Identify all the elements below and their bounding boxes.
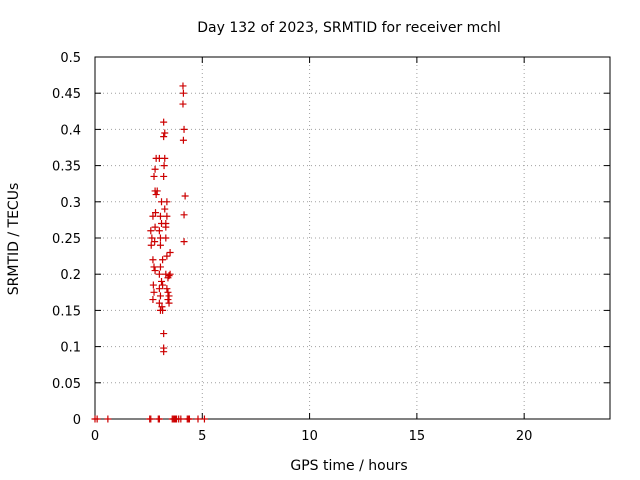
x-tick-label: 0 (91, 429, 99, 444)
data-point (150, 263, 158, 271)
x-axis-label: GPS time / hours (290, 458, 407, 474)
x-tick-label: 10 (301, 429, 318, 444)
y-tick-label: 0.3 (60, 196, 81, 211)
data-point (179, 89, 187, 97)
data-point (155, 270, 163, 278)
data-point (159, 306, 167, 314)
data-point (165, 272, 173, 280)
y-tick-label: 0.35 (52, 160, 81, 175)
data-point (159, 281, 167, 289)
data-point (156, 263, 164, 271)
y-tick-label: 0.25 (52, 232, 81, 247)
data-point (156, 241, 164, 249)
data-point (163, 252, 171, 260)
y-tick-label: 0.45 (52, 87, 81, 102)
data-point (151, 165, 159, 173)
data-point (152, 209, 160, 217)
data-point (158, 277, 166, 285)
x-axis-tick-labels: 0 5 10 15 20 (91, 429, 533, 444)
data-point (158, 303, 166, 311)
axis-ticks (94, 56, 610, 420)
data-point (180, 125, 188, 133)
data-point (180, 211, 188, 219)
grid-lines (95, 57, 610, 419)
data-point (163, 198, 171, 206)
data-point (156, 292, 164, 300)
data-point (155, 227, 163, 235)
data-point (160, 348, 168, 356)
data-point (148, 234, 156, 242)
data-point (179, 100, 187, 108)
data-point (150, 172, 158, 180)
data-point (161, 129, 169, 137)
data-point (177, 415, 185, 423)
data-point (150, 288, 158, 296)
data-point (149, 281, 157, 289)
y-axis-label: SRMTID / TECUs (6, 183, 22, 296)
data-point (165, 292, 173, 300)
data-point (161, 205, 169, 213)
data-point (151, 238, 159, 246)
data-point (165, 299, 173, 307)
data-point (185, 415, 193, 423)
x-tick-label: 5 (198, 429, 206, 444)
data-point (93, 415, 101, 423)
data-point (159, 256, 167, 264)
data-point (164, 288, 172, 296)
data-point (194, 415, 202, 423)
data-point (152, 191, 160, 199)
data-point (200, 415, 208, 423)
data-point (149, 296, 157, 304)
data-point (179, 136, 187, 144)
data-point (155, 299, 163, 307)
data-point (155, 415, 163, 423)
data-point (162, 223, 170, 231)
data-point (147, 227, 155, 235)
data-point (163, 285, 171, 293)
data-point (151, 267, 159, 275)
x-tick-label: 15 (409, 429, 426, 444)
data-point (181, 192, 189, 200)
data-point (149, 256, 157, 264)
y-tick-label: 0.05 (52, 377, 81, 392)
data-point (161, 154, 169, 162)
data-point (151, 223, 159, 231)
data-point (160, 162, 168, 170)
y-tick-label: 0.1 (60, 341, 81, 356)
data-point (147, 241, 155, 249)
data-point (104, 415, 112, 423)
data-point (160, 330, 168, 338)
data-point (179, 82, 187, 90)
y-axis-tick-labels: 0 0.05 0.1 0.15 0.2 0.25 0.3 0.35 0.4 0.45 0.5 (52, 51, 81, 428)
y-tick-label: 0 (73, 413, 81, 428)
data-point (147, 415, 155, 423)
data-point (162, 234, 170, 242)
data-point (160, 133, 168, 141)
data-points (91, 82, 208, 423)
y-tick-label: 0.4 (60, 123, 81, 138)
data-point (155, 285, 163, 293)
data-point (149, 212, 157, 220)
y-tick-label: 0.15 (52, 304, 81, 319)
data-point (156, 212, 164, 220)
data-point (166, 270, 174, 278)
y-tick-label: 0.5 (60, 51, 81, 66)
data-point (166, 248, 174, 256)
data-point (160, 172, 168, 180)
data-point (163, 212, 171, 220)
x-tick-label: 20 (516, 429, 533, 444)
plot-area (94, 56, 611, 420)
data-point (153, 187, 161, 195)
data-point (160, 118, 168, 126)
data-point (164, 296, 172, 304)
chart-title: Day 132 of 2023, SRMTID for receiver mch… (197, 20, 501, 36)
y-tick-label: 0.2 (60, 268, 81, 283)
data-point (180, 238, 188, 246)
